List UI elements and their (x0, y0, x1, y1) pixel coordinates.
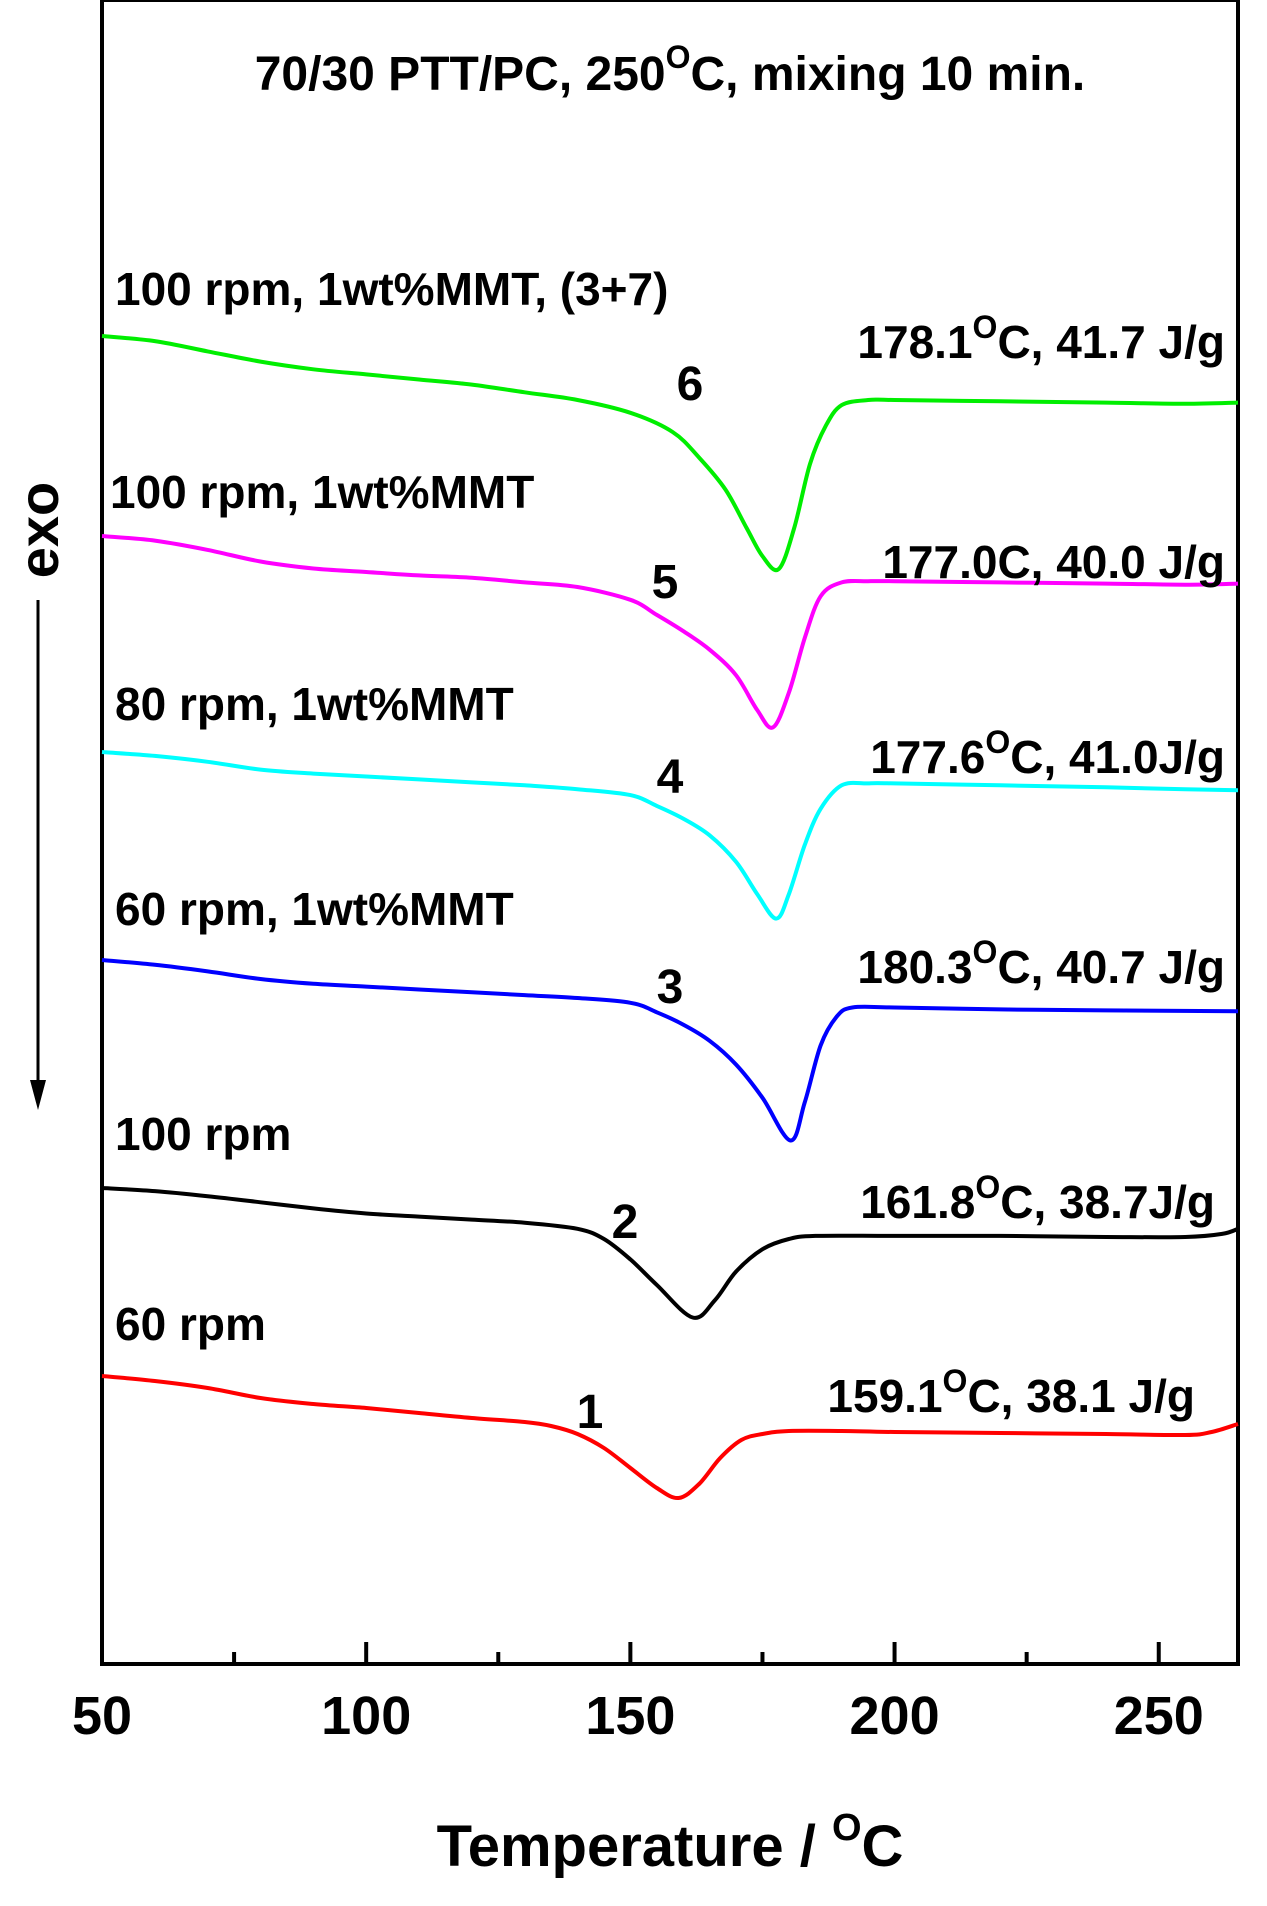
x-tick-label-250: 250 (1114, 1686, 1204, 1746)
curve-number-4: 4 (657, 751, 684, 804)
series-label-5: 100 rpm, 1wt%MMT (110, 466, 534, 518)
curve-number-5: 5 (652, 556, 679, 609)
curve-number-2: 2 (612, 1196, 639, 1249)
y-axis-label: exo (7, 482, 70, 579)
y-axis-label-group: exo (7, 482, 70, 1110)
peak-annotation-6: 178.1OC, 41.7 J/g (857, 309, 1225, 368)
series-1: 60 rpm 1 159.1OC, 38.1 J/g (101, 1298, 1239, 1501)
series-2: 100 rpm 2 161.8OC, 38.7J/g (101, 1108, 1239, 1320)
y-axis-arrow-head (30, 1080, 46, 1110)
x-tick-label-100: 100 (321, 1686, 411, 1746)
x-axis-ticks (100, 1642, 1161, 1664)
x-tick-label-150: 150 (585, 1686, 675, 1746)
peak-annotation-4: 177.6OC, 41.0J/g (870, 724, 1225, 783)
plot-frame (100, 0, 1240, 1666)
series-5: 100 rpm, 1wt%MMT 5 177.0C, 40.0 J/g (101, 466, 1239, 730)
x-tick-label-50: 50 (72, 1686, 132, 1746)
curve-number-3: 3 (657, 961, 684, 1014)
series-label-6: 100 rpm, 1wt%MMT, (3+7) (115, 263, 668, 315)
series-line-6 (101, 334, 1239, 573)
chart-title: 70/30 PTT/PC, 250OC, mixing 10 min. (255, 39, 1086, 101)
peak-annotation-2: 161.8OC, 38.7J/g (860, 1169, 1215, 1228)
peak-annotation-1: 159.1OC, 38.1 J/g (827, 1363, 1195, 1422)
peak-annotation-3: 180.3OC, 40.7 J/g (857, 934, 1225, 993)
x-axis-title: Temperature / OC (437, 1807, 904, 1879)
series-6: 100 rpm, 1wt%MMT, (3+7)6 178.1OC, 41.7 J/… (101, 263, 1239, 573)
peak-annotation-5: 177.0C, 40.0 J/g (882, 536, 1225, 588)
series-line-4 (101, 750, 1239, 921)
series-layer: 60 rpm 1 159.1OC, 38.1 J/g 100 rpm 2 161.8OC,… (101, 263, 1239, 1501)
curve-number-1: 1 (577, 1386, 604, 1439)
curve-number-6: 6 (677, 358, 704, 411)
series-3: 60 rpm, 1wt%MMT 3 180.3OC, 40.7 J/g (101, 883, 1239, 1143)
series-label-4: 80 rpm, 1wt%MMT (115, 678, 514, 730)
series-line-1 (101, 1374, 1239, 1501)
series-line-2 (101, 1186, 1239, 1320)
series-line-3 (101, 958, 1239, 1143)
series-line-5 (101, 534, 1239, 730)
x-tick-label-200: 200 (850, 1686, 940, 1746)
series-4: 80 rpm, 1wt%MMT 4 177.6OC, 41.0J/g (101, 678, 1239, 921)
series-label-2: 100 rpm (115, 1108, 291, 1160)
series-label-1: 60 rpm (115, 1298, 266, 1350)
x-axis-tick-labels: 50 100 150 200 250 (72, 1686, 1204, 1746)
series-label-3: 60 rpm, 1wt%MMT (115, 883, 514, 935)
